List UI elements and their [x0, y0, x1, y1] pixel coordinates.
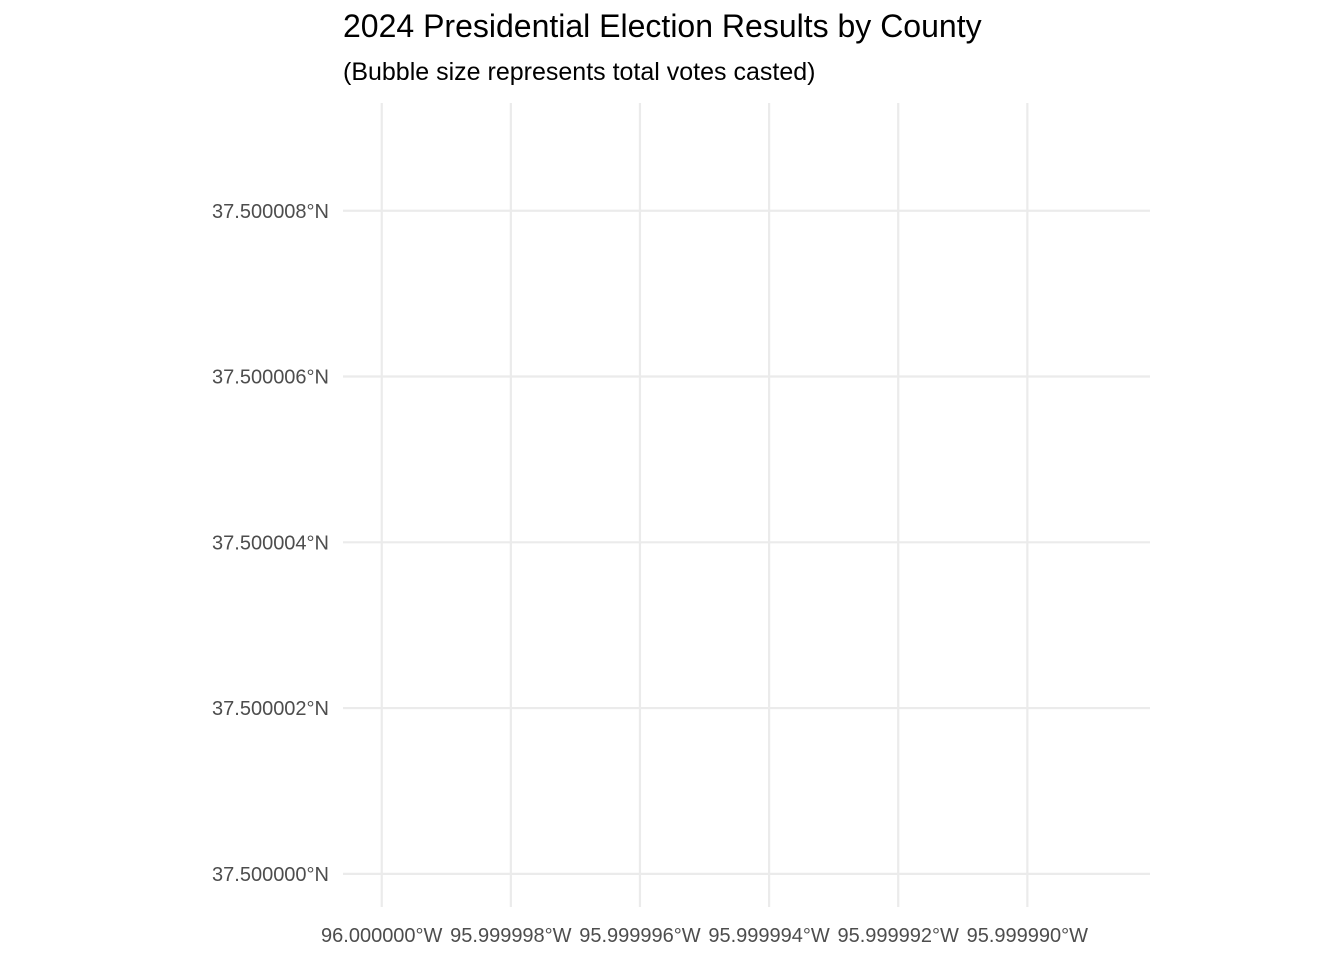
x-tick-label-0: 96.000000°W	[321, 925, 443, 947]
y-tick-labels: 37.500000°N 37.500002°N 37.500004°N 37.5000…	[212, 201, 329, 886]
y-gridlines	[343, 209, 1150, 875]
y-tick-label-1: 37.500002°N	[212, 698, 329, 720]
x-gridlines	[380, 103, 1029, 907]
x-tick-label-4: 95.999992°W	[838, 925, 960, 947]
chart-subtitle: (Bubble size represents total votes cast…	[343, 58, 816, 86]
x-tick-label-2: 95.999996°W	[579, 925, 701, 947]
y-tick-label-4: 37.500008°N	[212, 201, 329, 223]
y-tick-label-2: 37.500004°N	[212, 532, 329, 554]
y-tick-label-3: 37.500006°N	[212, 367, 329, 389]
chart-title: 2024 Presidential Election Results by Co…	[343, 8, 982, 44]
x-tick-label-1: 95.999998°W	[450, 925, 572, 947]
x-tick-labels: 96.000000°W 95.999998°W 95.999996°W 95.9999…	[321, 925, 1088, 947]
y-tick-label-0: 37.500000°N	[212, 864, 329, 886]
x-tick-label-5: 95.999990°W	[967, 925, 1089, 947]
x-tick-label-3: 95.999994°W	[708, 925, 830, 947]
